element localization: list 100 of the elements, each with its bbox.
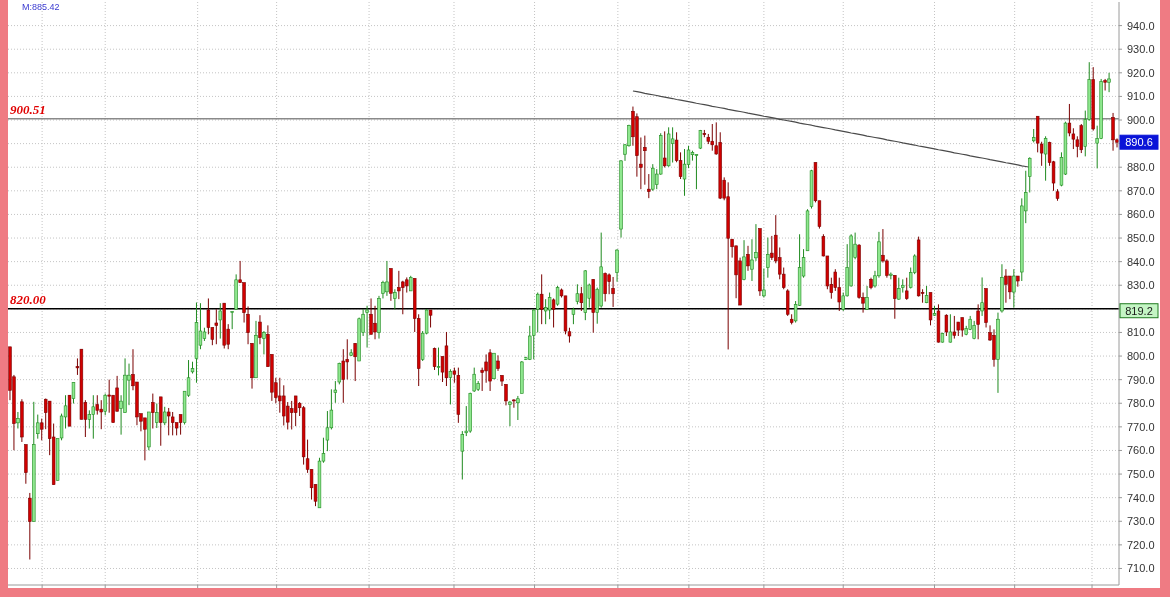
y-tick-label: 800.0 (1127, 350, 1155, 363)
candlestick (1004, 268, 1008, 304)
candlestick (278, 377, 282, 414)
candlestick (897, 277, 901, 301)
candlestick (28, 492, 32, 561)
y-tick-label: 720.0 (1127, 538, 1155, 551)
y-tick-label: 750.0 (1127, 468, 1155, 481)
y-tick-label: 730.0 (1127, 515, 1155, 528)
candlestick (516, 395, 520, 421)
candlestick (460, 430, 465, 480)
candlestick (611, 276, 615, 308)
candlestick (341, 348, 345, 404)
y-tick-label: 710.0 (1127, 562, 1155, 575)
y-tick-label: 860.0 (1127, 208, 1155, 221)
y-tick-label: 920.0 (1127, 66, 1155, 79)
candlestick (95, 394, 99, 416)
candlestick (944, 313, 949, 337)
candlestick (143, 417, 147, 461)
candlestick (103, 393, 107, 416)
candlestick (1103, 78, 1107, 92)
candlestick (71, 381, 76, 404)
candlestick (365, 305, 369, 349)
candlestick (167, 407, 171, 436)
candlestick (742, 239, 746, 281)
candlestick (1012, 268, 1016, 309)
candlestick (36, 414, 40, 440)
candlestick (87, 409, 92, 430)
candlestick (353, 342, 357, 382)
candlestick (16, 411, 20, 430)
candlestick (218, 302, 222, 340)
candlestick (551, 297, 556, 328)
candlestick (643, 135, 647, 186)
y-tick-label: 740.0 (1127, 491, 1155, 504)
annotation: 819.2 (1125, 304, 1153, 317)
candlestick (170, 411, 175, 436)
candlestick (1067, 103, 1072, 137)
candlestick (1107, 72, 1111, 93)
candlestick (151, 393, 155, 430)
candlestick (694, 153, 699, 190)
candlestick (508, 400, 512, 427)
candlestick (163, 406, 167, 426)
candlestick (651, 163, 655, 192)
y-tick-label: 760.0 (1127, 444, 1155, 457)
y-tick-label: 810.0 (1127, 326, 1155, 339)
candlestick (1028, 156, 1032, 193)
candlestick (579, 286, 584, 312)
candlestick (905, 277, 909, 301)
y-tick-label: 930.0 (1127, 43, 1155, 56)
candlestick (262, 330, 266, 355)
candlestick (472, 367, 476, 393)
y-tick-label: 850.0 (1127, 232, 1155, 245)
candlestick (770, 235, 774, 261)
candlestick (976, 303, 980, 340)
annotation: 890.6 (1125, 136, 1153, 149)
y-tick-label: 900.0 (1127, 114, 1155, 127)
candlestick (393, 288, 397, 310)
candlestick (282, 384, 286, 426)
candlestick (99, 399, 103, 430)
y-tick-label: 870.0 (1127, 184, 1155, 197)
y-tick-label: 790.0 (1127, 373, 1155, 386)
candlestick (1043, 135, 1048, 182)
candlestick (662, 130, 667, 168)
candlestick (214, 308, 218, 345)
y-tick-label: 840.0 (1127, 255, 1155, 268)
candlestick (373, 305, 377, 340)
candlestick (539, 273, 544, 325)
candlestick (682, 148, 687, 197)
candlestick (547, 292, 552, 320)
y-tick-label: 770.0 (1127, 420, 1155, 433)
candlestick (762, 267, 766, 299)
candlestick (710, 123, 714, 152)
candlestick (670, 126, 675, 163)
candlestick (603, 271, 607, 303)
candlestick (948, 313, 953, 344)
candlestick (512, 398, 516, 409)
annotation: M:885.42 (22, 2, 60, 12)
y-tick-label: 910.0 (1127, 90, 1155, 103)
candlestick (385, 260, 389, 297)
ref-line-label: 820.00 (10, 291, 47, 307)
candlestick (401, 280, 405, 315)
candlestick (91, 394, 95, 440)
candlestick (766, 237, 770, 279)
candlestick (536, 292, 540, 333)
candlestick (865, 285, 869, 311)
candlestick (980, 276, 984, 317)
candlestick (258, 314, 262, 345)
candlestick (960, 317, 964, 338)
candlestick (369, 297, 373, 335)
candlestick (893, 274, 897, 320)
candlestick (155, 402, 159, 429)
candlestick (293, 395, 298, 427)
y-tick-label: 830.0 (1127, 279, 1155, 292)
candlestick (575, 283, 580, 305)
candlestick (1111, 112, 1115, 152)
candlestick (615, 248, 619, 283)
y-tick-label: 780.0 (1127, 397, 1155, 410)
candlestick (746, 245, 750, 272)
ref-line-label: 900.51 (10, 101, 46, 117)
y-tick-label: 880.0 (1127, 161, 1155, 174)
y-tick-label: 940.0 (1127, 19, 1155, 32)
